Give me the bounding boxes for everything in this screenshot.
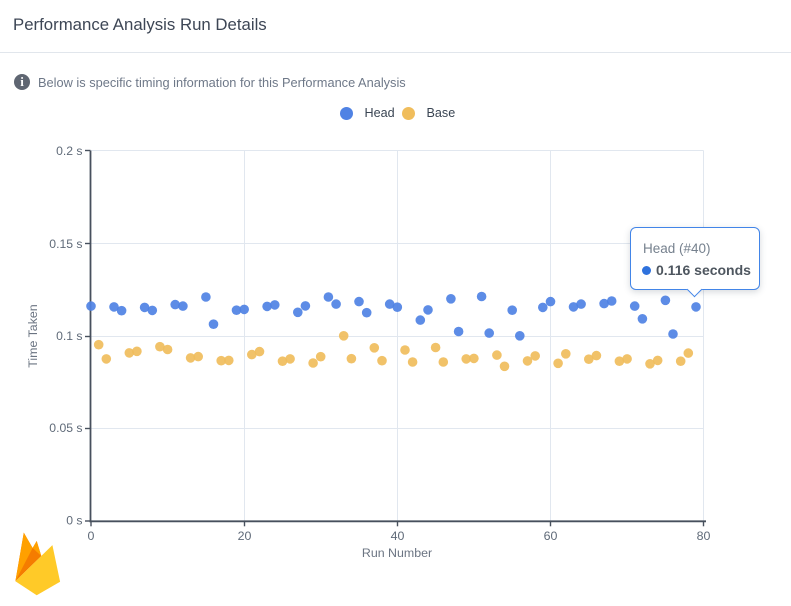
svg-text:0.1 s: 0.1 s — [56, 329, 82, 343]
svg-text:80: 80 — [697, 529, 711, 543]
svg-text:0.2 s: 0.2 s — [56, 144, 82, 158]
svg-text:20: 20 — [238, 529, 252, 543]
svg-text:0.05 s: 0.05 s — [49, 421, 82, 435]
svg-text:Time Taken: Time Taken — [26, 304, 40, 367]
svg-text:60: 60 — [544, 529, 558, 543]
svg-text:0: 0 — [88, 529, 95, 543]
svg-text:40: 40 — [391, 529, 405, 543]
svg-text:Run Number: Run Number — [362, 546, 432, 560]
svg-text:0 s: 0 s — [66, 513, 82, 527]
svg-text:0.15 s: 0.15 s — [49, 237, 82, 251]
